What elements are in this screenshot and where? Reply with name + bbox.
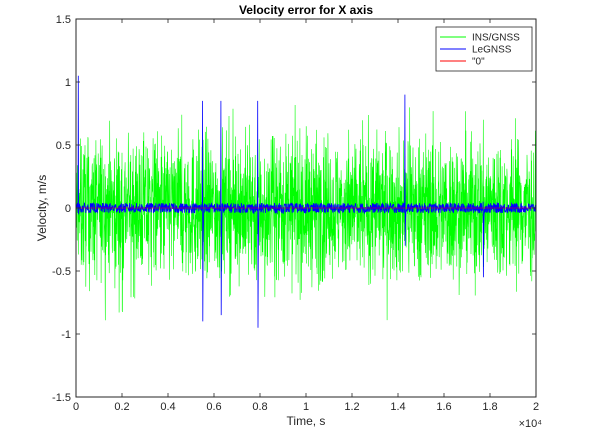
x-axis-exponent: ×10⁴	[519, 418, 543, 430]
y-tick-label: 0.5	[56, 140, 71, 152]
legend-label: LeGNSS	[472, 45, 512, 56]
x-tick-label: 1.2	[344, 401, 359, 413]
x-tick-label: 1	[303, 401, 309, 413]
legend-label: INS/GNSS	[472, 33, 520, 44]
ticks-layer: 0 0.2 0.4 0.6 0.8 1 1.2 1.4 1.6 1.8 2 -1.5 -1 -0.5 0 0.…	[52, 14, 539, 413]
y-tick-label: -1.5	[52, 392, 71, 404]
y-tick-label: 1	[65, 77, 71, 89]
y-tick-label: -1	[61, 329, 71, 341]
chart-title: Velocity error for X axis	[239, 3, 373, 17]
x-tick-label: 0.6	[206, 401, 221, 413]
x-tick-label: 0.8	[252, 401, 267, 413]
x-tick-label: 1.6	[436, 401, 451, 413]
legend-label: "0"	[472, 57, 485, 68]
series-layer	[76, 75, 536, 328]
y-tick-label: 0	[65, 203, 71, 215]
y-tick-label: 1.5	[56, 14, 71, 26]
series-line-legnss	[76, 75, 536, 328]
x-tick-label: 2	[533, 401, 539, 413]
series-line-ins-gnss	[76, 104, 536, 321]
x-tick-label: 0.2	[114, 401, 129, 413]
x-axis-label: Time, s	[287, 414, 326, 428]
x-tick-label: 1.8	[482, 401, 497, 413]
y-tick-label: -0.5	[52, 266, 71, 278]
x-tick-label: 0.4	[160, 401, 175, 413]
x-tick-label: 1.4	[390, 401, 405, 413]
y-axis-label: Velocity, m/s	[35, 175, 49, 241]
x-tick-label: 0	[73, 401, 79, 413]
